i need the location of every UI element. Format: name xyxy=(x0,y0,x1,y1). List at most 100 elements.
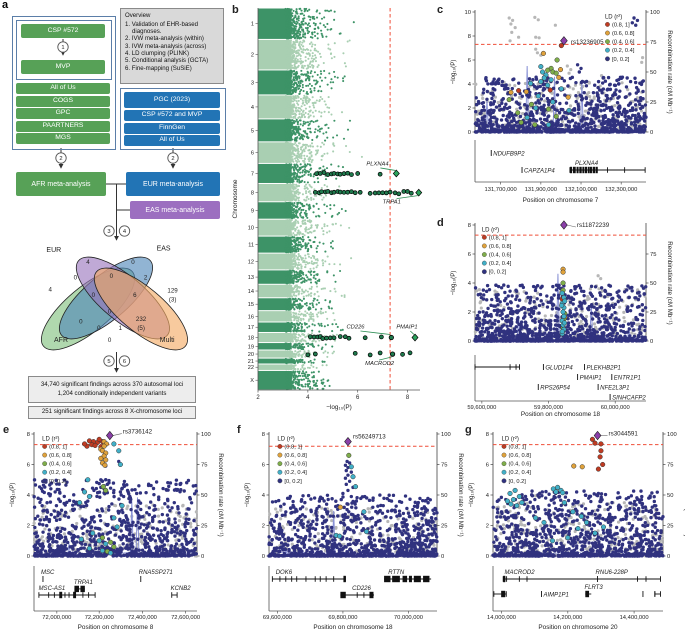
venn-count: 129 xyxy=(167,288,178,295)
step-number: 4 xyxy=(123,229,127,235)
ld-legend-entry: [0, 0.2] xyxy=(489,270,507,276)
overview-title: Overview xyxy=(125,12,151,19)
step-number: 1 xyxy=(61,45,64,51)
venn-count: (5) xyxy=(137,325,145,332)
overview-item: 6. Fine-mapping (SuSiE) xyxy=(125,64,192,72)
recomb-tick-label: 25 xyxy=(201,524,207,530)
gene-label: ENTR1P1 xyxy=(614,376,641,382)
y-tick-label: 2 xyxy=(468,310,471,316)
x-tick-label: 4 xyxy=(306,395,310,401)
ld-legend-title: LD (r²) xyxy=(42,436,59,442)
chromosome-tick-label: 22 xyxy=(248,365,254,371)
x-tick-label: 131,900,000 xyxy=(525,187,557,193)
locus-marker xyxy=(411,333,419,342)
box-afr-meta: AFR meta-analysis xyxy=(16,172,106,196)
locuszoom-root-e: 0 2 4 6 8 0 25 50 75 100 −log₁₀(P) Recombination ra… xyxy=(3,424,224,631)
recomb-tick-label: 75 xyxy=(650,252,656,258)
ld-legend-entry: (0.8, 1] xyxy=(509,444,527,450)
venn-set-label: AFR xyxy=(54,337,68,344)
recomb-tick-label: 25 xyxy=(650,310,656,316)
locus-marker xyxy=(392,169,400,178)
significant-loci-points: PLXNA4 TRPA1 CD226 PMAIP1 MACROD2 xyxy=(305,161,423,367)
venn-set-label: EAS xyxy=(157,246,171,253)
locus-marker xyxy=(388,334,394,341)
ld-legend-entry: (0.2, 0.4] xyxy=(489,261,512,267)
locus-gene-label: TRPA1 xyxy=(383,200,401,206)
ld-legend: LD (r²) (0.8, 1] (0.6, 0.8] (0.4, 0.6] (0.2,… xyxy=(482,227,512,275)
box-paartners: PAARTNERS xyxy=(16,120,110,132)
x-tick-label: 14,200,000 xyxy=(553,615,582,621)
recomb-axis-label: Recombination rate (cM Mb⁻¹) xyxy=(217,453,224,536)
y-tick-label: 8 xyxy=(486,432,489,438)
overview-item: 4. LD clumping (PLINK) xyxy=(125,50,190,58)
y-axis-label: Chromosome xyxy=(232,179,239,218)
chromosome-tick-label: 7 xyxy=(251,171,254,177)
box-csp572: CSP #572 xyxy=(21,24,105,38)
recomb-tick-label: 0 xyxy=(441,554,444,560)
ld-legend-entry: (0.4, 0.6] xyxy=(509,462,532,468)
locuszoom-root-f: 0 2 4 6 8 0 25 50 75 100 −log₁₀(P) Recombination ra… xyxy=(237,424,464,631)
gene-label: PLXNA4 xyxy=(575,161,599,167)
panel-label-f: f xyxy=(237,424,241,436)
lead-snp-marker xyxy=(106,430,114,441)
locuszoom-root-d: 0 2 4 6 8 0 25 50 75 −log₁₀(P) Recombination rate … xyxy=(437,217,673,418)
ld-legend-entry: [0, 0.2] xyxy=(284,479,302,485)
x-tick-label: 69,800,000 xyxy=(328,615,357,621)
locus-gene-label: CD226 xyxy=(346,325,365,331)
gene-label: CD226 xyxy=(352,586,371,592)
lead-snp-label: rs11872239 xyxy=(577,222,610,229)
chromosome-tick-label: 20 xyxy=(248,352,254,358)
y-tick-label: 8 xyxy=(468,223,471,229)
step-circle xyxy=(103,355,115,367)
recomb-tick-label: 100 xyxy=(441,432,451,438)
venn-count: 6 xyxy=(133,292,137,299)
x-tick-label: 59,600,000 xyxy=(467,405,496,411)
y-tick-label: 8 xyxy=(468,34,471,40)
y-axis-label: −log₁₀(P) xyxy=(450,60,457,85)
gene-label: RTTN xyxy=(388,570,405,576)
gene-track: 131,700,000 131,900,000 132,100,000 132,300… xyxy=(474,140,646,204)
x-tick-label: 72,000,000 xyxy=(42,615,71,621)
lead-snp-label: rs56249713 xyxy=(353,434,386,441)
recomb-tick-label: 50 xyxy=(667,493,673,499)
ld-legend-entry: (0.6, 0.8] xyxy=(49,453,72,459)
afr-cohorts-outline xyxy=(12,16,116,150)
ld-legend-entry: (0.4, 0.6] xyxy=(49,462,72,468)
panel-d-locuszoom-chr18: 0 2 4 6 8 0 25 50 75 −log₁₀(P) Recombination rate … xyxy=(437,217,673,418)
recomb-tick-label: 0 xyxy=(667,554,670,560)
gene-label: AIMP1P1 xyxy=(542,593,568,599)
ld-legend-entry: (0.6, 0.8] xyxy=(489,244,512,250)
box-mgs: MGS xyxy=(16,133,110,144)
snp-points-low-ld xyxy=(473,283,648,343)
gene-label: PLEKHB2P1 xyxy=(586,366,620,372)
y-tick-label: 6 xyxy=(468,252,471,258)
x-tick-label: 2 xyxy=(256,395,260,401)
chromosome-tick-label: 15 xyxy=(248,302,254,308)
recomb-tick-label: 75 xyxy=(201,463,207,469)
chromosome-tick-label: 5 xyxy=(251,128,254,134)
summary-line: 34,740 significant findings across 370 a… xyxy=(40,381,184,389)
recomb-tick-label: 0 xyxy=(650,339,653,345)
chromosome-tick-label: 12 xyxy=(248,260,254,266)
lead-snp-marker xyxy=(344,436,352,447)
overview-item: 2. IVW meta-analysis (within) xyxy=(125,35,204,43)
panel-g-locuszoom-chr20: 0 2 4 6 8 0 25 50 75 100 −log₁₀(P) Recombination ra… xyxy=(465,424,685,631)
x-axis-label: −log₁₀(P) xyxy=(326,404,352,411)
y-axis-label: −log₁₀(P) xyxy=(9,483,16,508)
step-number: 3 xyxy=(107,229,110,235)
ld-legend-entry: (0.4, 0.6] xyxy=(612,40,635,46)
ld-legend-entry: (0.8, 1] xyxy=(284,444,302,450)
x-axis-label: Position on chromosome 18 xyxy=(313,624,393,631)
x-tick-label: 132,100,000 xyxy=(565,187,597,193)
ld-legend: LD (r²) (0.8, 1] (0.6, 0.8] (0.4, 0.6] (0.2,… xyxy=(605,14,635,62)
x-tick-label: 14,400,000 xyxy=(620,615,649,621)
box-cogs: COGS xyxy=(16,95,110,107)
venn-set-label: EUR xyxy=(46,247,61,254)
ld-legend: LD (r²) (0.8, 1] (0.6, 0.8] (0.4, 0.6] (0.2,… xyxy=(42,436,72,484)
panel-a-flowchart: EUR EAS AFR Multi 4 0 0 0 2 4 0 6 129 (3) 0 0 232 (5) 0 1 0 1… xyxy=(0,0,232,419)
snp-points-ld-colored xyxy=(504,436,607,544)
summary-line: 1,204 conditionally independent variants xyxy=(57,389,167,397)
